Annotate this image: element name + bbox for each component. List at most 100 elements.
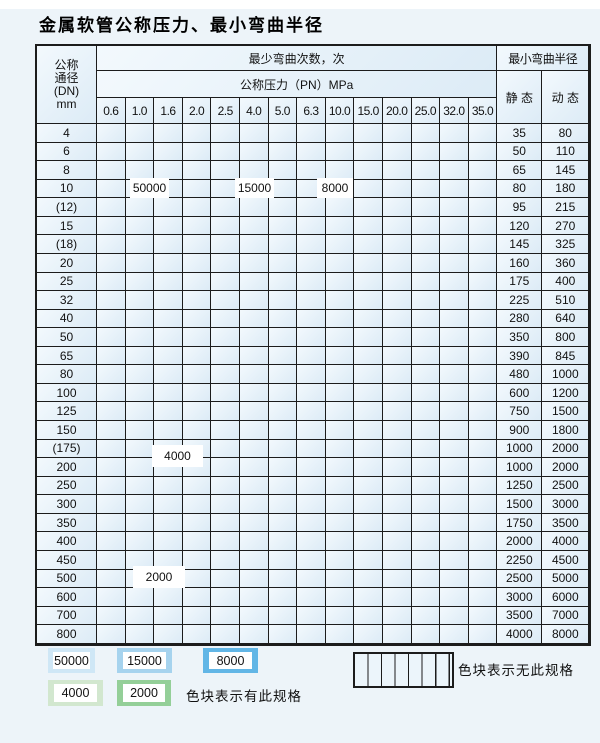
no-spec-cell [468, 513, 498, 533]
pressure-header-cell: 25.0 [411, 98, 441, 124]
no-spec-cell [468, 439, 498, 459]
pressure-header-cell: 0.6 [97, 98, 126, 124]
no-spec-cell [440, 606, 469, 626]
spec-cell-cycles-50000 [125, 161, 155, 180]
spec-cell-cycles-50000 [182, 291, 212, 310]
no-spec-cell [325, 588, 355, 607]
no-spec-cell [440, 439, 469, 459]
no-spec-cell [268, 550, 298, 570]
no-spec-cell [211, 588, 240, 607]
no-spec-cell [268, 476, 298, 496]
spec-cell-cycles-50000 [211, 235, 240, 254]
no-spec-cell [325, 402, 355, 421]
spec-cell-cycles-15000 [239, 161, 269, 180]
spec-cell-cycles-50000 [125, 124, 155, 143]
no-spec-cell [297, 550, 326, 570]
spec-cell-cycles-2000 [182, 588, 212, 607]
no-spec-cell [440, 532, 469, 551]
spec-cell-cycles-8000 [239, 365, 269, 384]
spec-cell-cycles-2000 [182, 513, 212, 533]
spec-cell-cycles-50000 [182, 161, 212, 180]
spec-cell-cycles-15000 [268, 161, 298, 180]
no-spec-cell [411, 309, 441, 329]
dynamic-radius-cell: 3500 [542, 513, 590, 533]
dynamic-radius-cell: 3000 [542, 495, 590, 514]
spec-cell-cycles-15000 [182, 346, 212, 366]
spec-cell-cycles-8000 [325, 309, 355, 329]
pressure-bend-table: 公称 通径 (DN) mm 最少弯曲次数，次 最小弯曲半径 公称压力（PN）MPa 静… [35, 44, 592, 646]
spec-cell-cycles-15000 [239, 216, 269, 236]
no-spec-cell [182, 606, 212, 626]
no-spec-cell [354, 328, 383, 347]
legend-swatch-50000: 50000 [48, 648, 95, 673]
no-spec-cell [354, 309, 383, 329]
spec-cell-cycles-15000 [268, 142, 298, 162]
static-radius-cell: 2000 [497, 532, 543, 551]
spec-cell-cycles-15000 [297, 272, 326, 292]
no-spec-cell [382, 588, 412, 607]
no-spec-cell [440, 513, 469, 533]
spec-cell-cycles-15000 [297, 253, 326, 273]
no-spec-cell [325, 569, 355, 589]
spec-cell-cycles-4000 [154, 421, 183, 440]
spec-cell-cycles-50000 [182, 328, 212, 347]
spec-cell-cycles-50000 [211, 124, 240, 143]
no-spec-cell [440, 569, 469, 589]
spec-cell-cycles-8000 [297, 328, 326, 347]
dn-header-line: 公称 [54, 57, 79, 72]
no-spec-cell [411, 439, 441, 459]
dn-cell: 25 [37, 272, 97, 292]
static-radius-cell: 1000 [497, 439, 543, 459]
no-spec-cell [354, 402, 383, 421]
no-spec-cell [325, 495, 355, 514]
dynamic-radius-cell: 180 [542, 179, 590, 199]
no-spec-cell [468, 383, 498, 403]
static-radius-cell: 120 [497, 216, 543, 236]
dynamic-radius-cell: 325 [542, 235, 590, 254]
spec-cell-cycles-8000 [297, 291, 326, 310]
no-spec-cell [354, 383, 383, 403]
dynamic-radius-cell: 5000 [542, 569, 590, 589]
spec-cell-cycles-8000 [382, 124, 412, 143]
no-spec-cell [239, 588, 269, 607]
legend-label-4000: 4000 [54, 684, 97, 702]
no-spec-cell [297, 588, 326, 607]
pressure-header-cell: 1.0 [125, 98, 155, 124]
dn-cell: 65 [37, 346, 97, 366]
no-spec-cell [382, 346, 412, 366]
spec-cell-cycles-50000 [182, 309, 212, 329]
dynamic-radius-cell: 1800 [542, 421, 590, 440]
static-radius-cell: 65 [497, 161, 543, 180]
spec-cell-cycles-8000 [411, 142, 441, 162]
spec-cell-cycles-50000 [182, 179, 212, 199]
spec-cell-cycles-50000 [154, 216, 183, 236]
no-spec-cell [354, 439, 383, 459]
no-spec-cell [297, 569, 326, 589]
no-spec-cell [440, 253, 469, 273]
no-spec-cell [268, 588, 298, 607]
spec-cell-cycles-4000 [211, 439, 240, 459]
spec-cell-cycles-2000 [154, 588, 183, 607]
no-spec-cell [468, 235, 498, 254]
spec-cell-cycles-2000 [97, 550, 126, 570]
spec-cell-cycles-15000 [297, 198, 326, 217]
dn-cell: 450 [37, 550, 97, 570]
no-spec-cell [440, 216, 469, 236]
dn-cell: 700 [37, 606, 97, 626]
spec-cell-cycles-50000 [97, 235, 126, 254]
spec-cell-cycles-15000 [239, 328, 269, 347]
no-spec-cell [468, 402, 498, 421]
no-spec-cell [354, 458, 383, 477]
spec-cell-cycles-4000 [97, 383, 126, 403]
dynamic-radius-cell: 400 [542, 272, 590, 292]
dn-cell: 100 [37, 383, 97, 403]
static-radius-cell: 50 [497, 142, 543, 162]
dynamic-radius-cell: 80 [542, 124, 590, 143]
dn-cell: 125 [37, 402, 97, 421]
spec-cell-cycles-4000 [125, 421, 155, 440]
spec-cell-cycles-50000 [125, 198, 155, 217]
spec-cell-cycles-50000 [182, 272, 212, 292]
spec-cell-cycles-4000 [125, 458, 155, 477]
no-spec-cell [468, 606, 498, 626]
no-spec-cell [297, 421, 326, 440]
